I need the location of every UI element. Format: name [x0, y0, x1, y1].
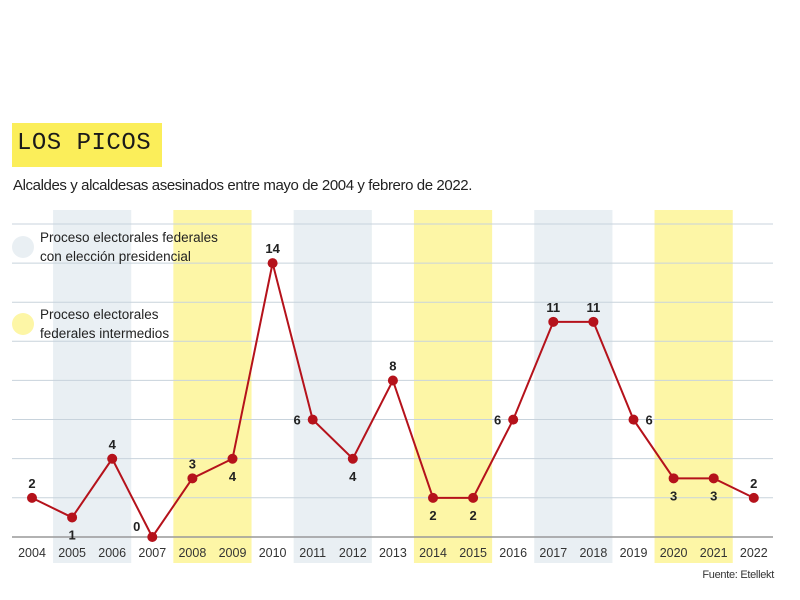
data-point	[588, 316, 599, 327]
data-point	[708, 473, 719, 484]
x-tick-label: 2015	[459, 546, 487, 560]
legend-intermedio: Proceso electorales federales intermedio…	[12, 305, 169, 343]
data-label: 3	[670, 488, 677, 503]
data-label: 4	[109, 437, 117, 452]
x-tick-label: 2009	[219, 546, 247, 560]
x-tick-label: 2011	[299, 546, 326, 560]
band-presidencial	[534, 210, 613, 563]
data-point	[428, 492, 438, 503]
x-tick-label: 2008	[178, 546, 206, 560]
data-point	[668, 473, 679, 484]
legend-label: Proceso electorales federales intermedio…	[40, 307, 170, 341]
band-intermedio	[654, 210, 733, 563]
data-label: 6	[494, 413, 501, 428]
x-tick-label: 2014	[419, 546, 447, 560]
data-point	[748, 492, 759, 503]
band-intermedio	[413, 210, 493, 563]
x-tick-label: 2004	[18, 546, 46, 560]
data-point	[387, 375, 398, 386]
x-tick-label: 2022	[740, 546, 768, 560]
x-tick-label: 2021	[700, 546, 728, 560]
data-point	[548, 316, 559, 327]
source-note: Fuente: Etellekt	[702, 569, 774, 581]
data-point	[187, 473, 198, 484]
data-label: 2	[429, 508, 436, 523]
x-tick-label: 2010	[259, 546, 287, 560]
data-point	[508, 414, 519, 425]
data-label: 0	[133, 519, 140, 534]
data-label: 6	[646, 413, 653, 428]
data-label: 14	[265, 241, 280, 256]
legend-swatch-intermedio	[12, 313, 34, 335]
data-point	[147, 532, 158, 542]
data-label: 4	[229, 469, 237, 484]
title-highlight	[12, 123, 162, 167]
band-presidencial	[293, 210, 372, 563]
legend-presidencial: Proceso electorales federales con elecci…	[12, 228, 218, 266]
band-presidencial	[53, 210, 132, 563]
data-label: 11	[546, 300, 560, 315]
data-point	[468, 492, 479, 503]
data-label: 3	[189, 456, 196, 471]
data-point	[628, 414, 639, 425]
x-tick-label: 2006	[98, 546, 126, 560]
chart-subtitle: Alcaldes y alcaldesas asesinados entre m…	[13, 177, 472, 194]
data-point	[67, 512, 78, 523]
x-tick-label: 2017	[539, 546, 567, 560]
band-intermedio	[173, 210, 252, 563]
data-label: 2	[28, 476, 35, 491]
data-point	[227, 453, 238, 464]
legend-swatch-presidencial	[12, 236, 34, 258]
data-label: 11	[587, 300, 601, 315]
x-tick-label: 2019	[620, 546, 648, 560]
data-label: 2	[750, 476, 757, 491]
x-tick-label: 2005	[58, 546, 86, 560]
x-tick-label: 2013	[379, 546, 407, 560]
data-point	[107, 453, 118, 464]
data-label: 1	[68, 527, 75, 542]
x-tick-label: 2007	[138, 546, 166, 560]
data-point	[267, 258, 278, 269]
data-point	[27, 492, 37, 503]
chart-title: LOS PICOS	[17, 130, 152, 157]
data-point	[307, 414, 318, 425]
legend-label: Proceso electorales federales con elecci…	[40, 230, 218, 264]
x-tick-label: 2020	[660, 546, 688, 560]
data-label: 3	[710, 488, 717, 503]
x-tick-label: 2018	[579, 546, 607, 560]
data-label: 8	[389, 359, 396, 374]
data-label: 2	[469, 508, 476, 523]
x-tick-label: 2012	[339, 546, 367, 560]
data-point	[347, 453, 358, 464]
data-label: 4	[349, 469, 357, 484]
x-tick-label: 2016	[499, 546, 527, 560]
data-label: 6	[293, 413, 300, 428]
